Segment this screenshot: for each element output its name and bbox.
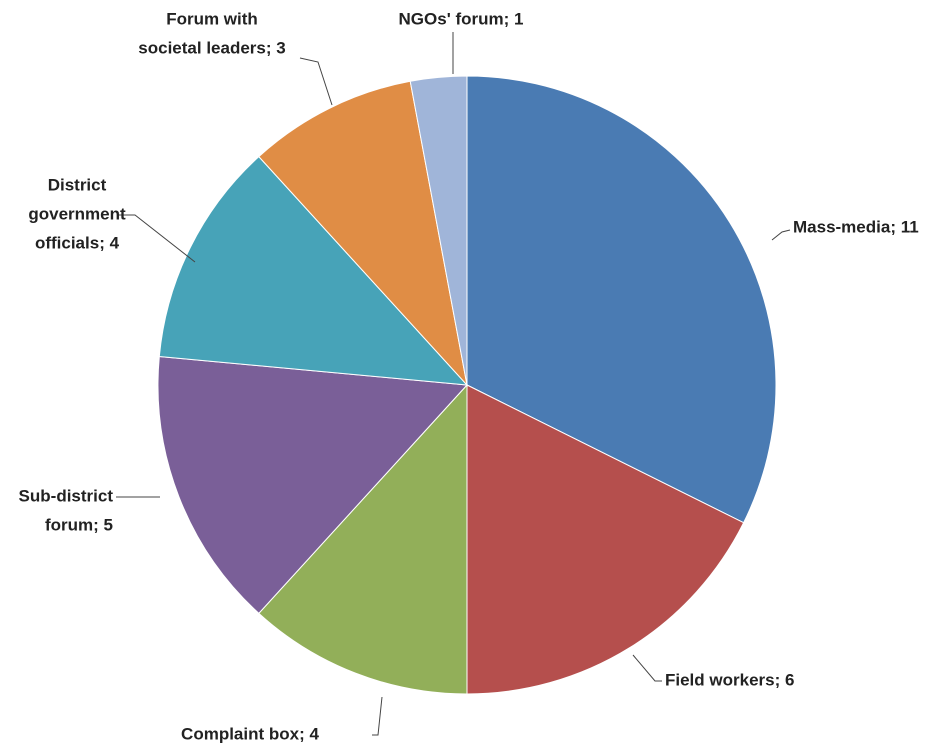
data-label: Forum with [166,9,258,28]
data-label: Field workers; 6 [665,670,794,689]
data-label: societal leaders; 3 [138,38,285,57]
pie-slice [258,383,468,695]
pie-slice [158,155,469,386]
leader-line [632,654,662,682]
pie-slice [466,75,777,524]
leader-line [118,214,196,263]
data-label: Sub-district [19,486,114,505]
data-label: District [48,175,107,194]
data-label: forum; 5 [45,515,113,534]
data-label: government [28,204,126,223]
pie-slice [258,80,468,387]
leader-line [372,696,383,736]
data-label: officials; 4 [35,233,120,252]
data-label: Mass-media; 11 [793,217,919,236]
pie-slice [409,75,468,386]
leader-line [299,57,333,106]
pie-slice [157,355,469,615]
data-label: Complaint box; 4 [181,724,319,743]
leader-line [771,229,791,241]
data-label: NGOs' forum; 1 [399,9,524,28]
pie-slice [466,384,745,695]
